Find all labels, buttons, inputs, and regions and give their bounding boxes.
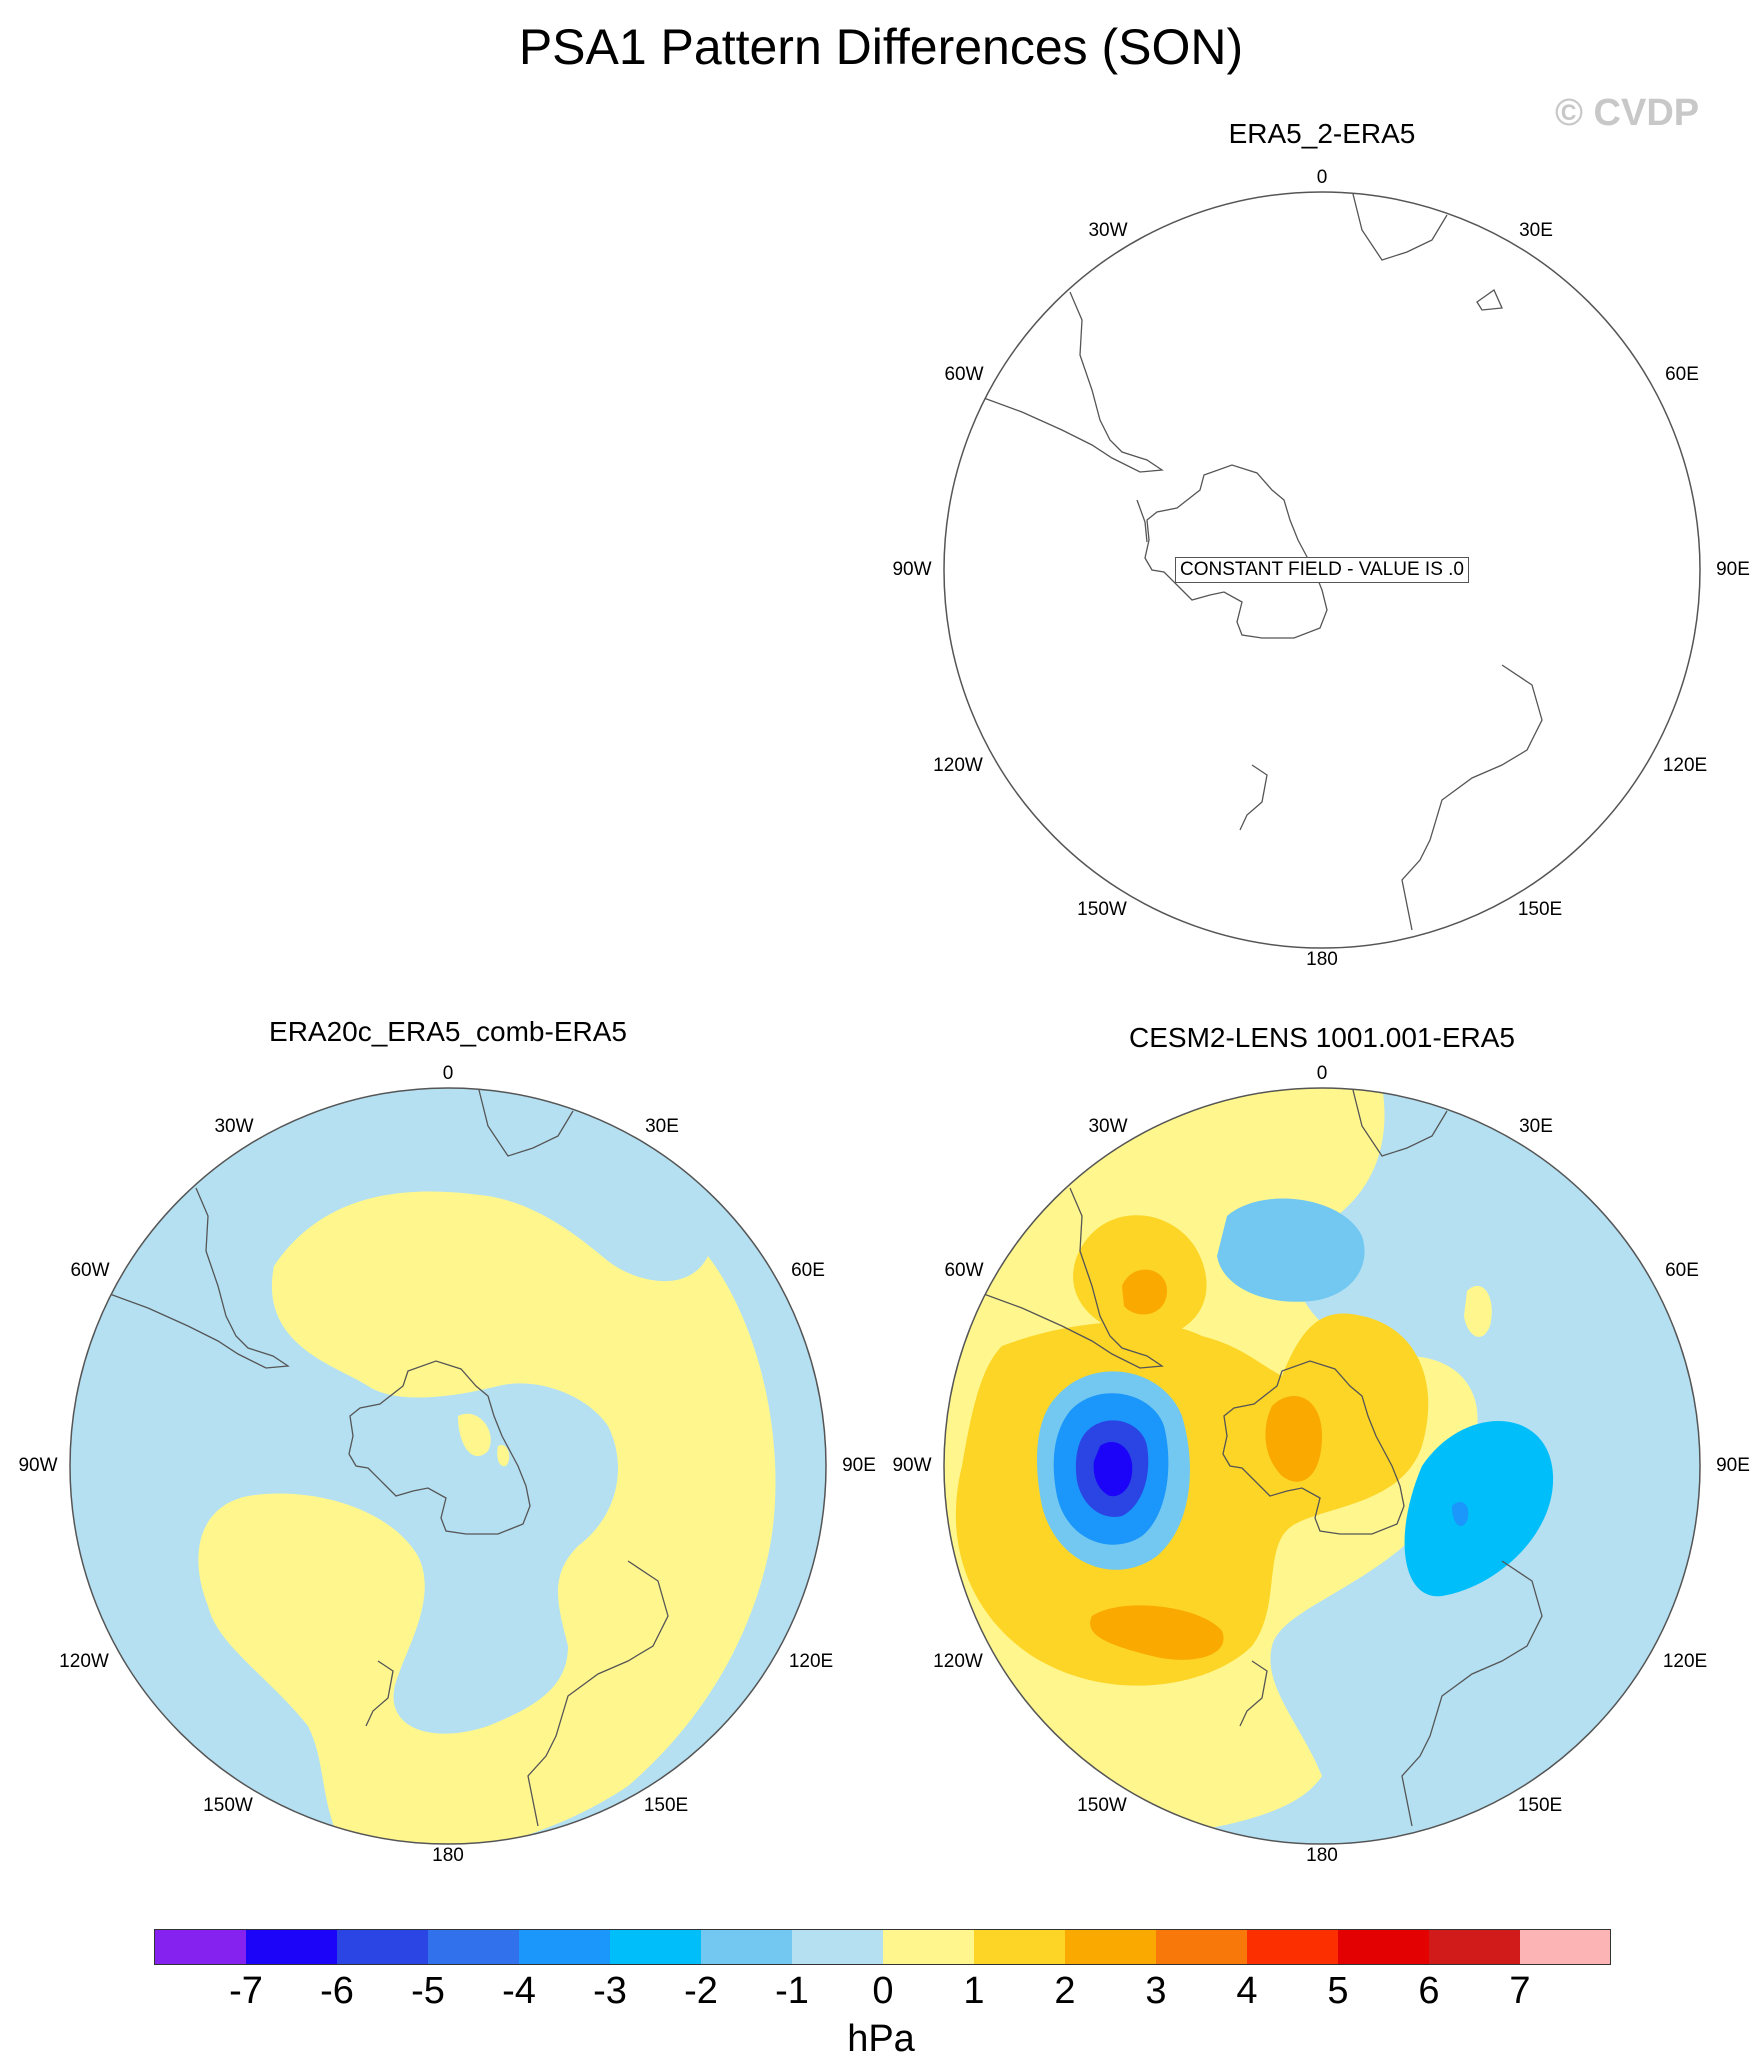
cvdp-watermark: © CVDP (1555, 92, 1700, 134)
colorbar-tick-label: -3 (593, 1970, 627, 2012)
colorbar-tick-label: -1 (775, 1970, 809, 2012)
colorbar-tick-label: 0 (872, 1970, 894, 2012)
coastlines (961, 192, 1543, 931)
lon-label-30e: 30E (1519, 1116, 1553, 1137)
colorbar-swatch (1065, 1930, 1156, 1964)
lon-label-120e: 120E (788, 1651, 834, 1672)
colorbar-tick-label: 4 (1236, 1970, 1258, 2012)
lon-label-120w: 120W (59, 1651, 109, 1672)
map-era20c (69, 1087, 827, 1845)
panel-title-cesm2: CESM2-LENS 1001.001-ERA5 (1129, 1022, 1515, 1053)
colorbar-swatch (883, 1930, 974, 1964)
lon-label-90e: 90E (842, 1455, 876, 1476)
lon-label-60w: 60W (944, 364, 984, 385)
lon-label-30w: 30W (1088, 220, 1128, 241)
colorbar-swatch (974, 1930, 1065, 1964)
colorbar-swatch (155, 1930, 246, 1964)
lon-label-60w: 60W (70, 1260, 110, 1281)
lon-label-0: 0 (1316, 1063, 1328, 1084)
lon-label-180: 180 (1306, 949, 1338, 970)
coastlines (87, 1088, 669, 1827)
colorbar (154, 1929, 1611, 1965)
lon-label-0: 0 (1316, 167, 1328, 188)
colorbar-tick-label: 2 (1054, 1970, 1076, 2012)
lon-label-0: 0 (442, 1063, 454, 1084)
lon-label-120w: 120W (933, 755, 983, 776)
coastlines (961, 1088, 1543, 1827)
constant-field-note: CONSTANT FIELD - VALUE IS .0 (1174, 557, 1470, 583)
colorbar-swatch (519, 1930, 610, 1964)
lon-label-180: 180 (432, 1845, 464, 1866)
colorbar-swatch (246, 1930, 337, 1964)
colorbar-swatch (337, 1930, 428, 1964)
colorbar-swatch (610, 1930, 701, 1964)
colorbar-tick-label: -7 (229, 1970, 263, 2012)
lon-label-180: 180 (1306, 1845, 1338, 1866)
colorbar-tick-label: 5 (1327, 1970, 1349, 2012)
lon-label-90w: 90W (892, 559, 932, 580)
lon-label-150w: 150W (1077, 1795, 1127, 1816)
colorbar-swatch (428, 1930, 519, 1964)
colorbar-unit: hPa (847, 2018, 915, 2060)
lon-label-120w: 120W (933, 1651, 983, 1672)
lon-label-60e: 60E (1665, 364, 1699, 385)
map-cesm2 (943, 1087, 1701, 1845)
colorbar-tick-label: -5 (411, 1970, 445, 2012)
lon-label-150w: 150W (203, 1795, 253, 1816)
colorbar-tick-label: -6 (320, 1970, 354, 2012)
colorbar-tick-label: 7 (1509, 1970, 1531, 2012)
colorbar-swatch (792, 1930, 883, 1964)
lon-label-120e: 120E (1662, 1651, 1708, 1672)
figure-title: PSA1 Pattern Differences (SON) (518, 19, 1244, 75)
colorbar-ticks: -7 -6 -5 -4 -3 -2 -1 0 1 2 3 4 5 6 7 (0, 1970, 1762, 2014)
lon-label-90w: 90W (18, 1455, 58, 1476)
colorbar-swatch (1156, 1930, 1247, 1964)
lon-label-120e: 120E (1662, 755, 1708, 776)
lon-label-30e: 30E (1519, 220, 1553, 241)
lon-label-150w: 150W (1077, 899, 1127, 920)
panel-title-era20c: ERA20c_ERA5_comb-ERA5 (269, 1016, 627, 1047)
colorbar-swatch (1247, 1930, 1338, 1964)
lon-label-60e: 60E (1665, 1260, 1699, 1281)
colorbar-tick-label: 3 (1145, 1970, 1167, 2012)
lon-label-150e: 150E (1517, 899, 1563, 920)
colorbar-tick-label: 6 (1418, 1970, 1440, 2012)
colorbar-swatch (1429, 1930, 1520, 1964)
colorbar-tick-label: -2 (684, 1970, 718, 2012)
lon-label-90e: 90E (1716, 559, 1750, 580)
lon-label-30w: 30W (214, 1116, 254, 1137)
positive-anomaly-region (198, 1191, 776, 1844)
colorbar-swatch (701, 1930, 792, 1964)
colorbar-swatch (1338, 1930, 1429, 1964)
colorbar-swatch (1520, 1930, 1610, 1964)
lon-label-30e: 30E (645, 1116, 679, 1137)
lon-label-150e: 150E (1517, 1795, 1563, 1816)
colorbar-tick-label: 1 (963, 1970, 985, 2012)
lon-label-150e: 150E (643, 1795, 689, 1816)
panel-title-era5-2: ERA5_2-ERA5 (1228, 118, 1416, 149)
colorbar-tick-label: -4 (502, 1970, 536, 2012)
lon-label-60w: 60W (944, 1260, 984, 1281)
lon-label-60e: 60E (791, 1260, 825, 1281)
lon-label-90e: 90E (1716, 1455, 1750, 1476)
lon-label-30w: 30W (1088, 1116, 1128, 1137)
lon-label-90w: 90W (892, 1455, 932, 1476)
